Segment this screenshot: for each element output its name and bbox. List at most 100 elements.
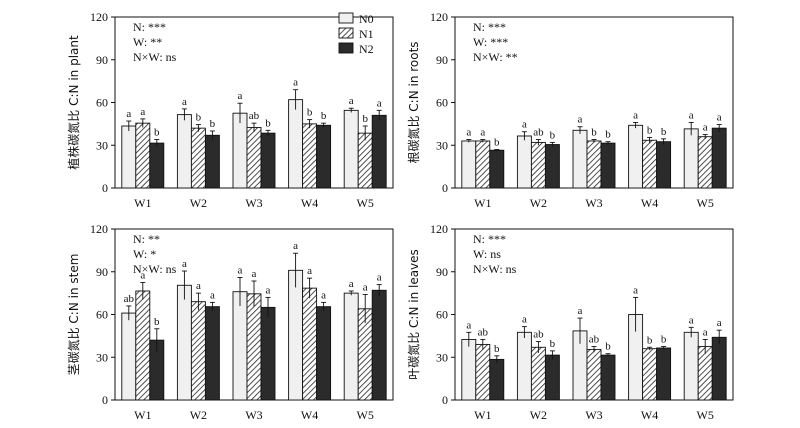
bar-n1-w1 [475, 343, 491, 401]
significance-letter: a [182, 96, 187, 108]
bar-n1-w5 [697, 136, 713, 189]
bar-n0-w1 [121, 312, 137, 401]
significance-letter: a [377, 272, 382, 284]
significance-letter: a [238, 90, 243, 102]
bar-n2-w4 [316, 124, 332, 189]
y-tick-label: 120 [430, 222, 448, 236]
significance-letter: b [661, 126, 667, 138]
y-tick-label: 30 [436, 138, 448, 152]
bar-n1-w2 [190, 301, 206, 401]
x-tick-label: W1 [474, 196, 491, 210]
x-tick-label: W2 [190, 408, 207, 422]
bar-n2-w2 [544, 144, 560, 189]
anova-stat: W: ns [473, 247, 501, 261]
significance-letter: a [363, 282, 368, 294]
bar-n0-w4 [288, 99, 304, 189]
bar-n0-w1 [121, 125, 137, 189]
bar-n1-w2 [190, 127, 206, 189]
bar-n1-w3 [586, 348, 602, 401]
y-tick-label: 60 [436, 96, 448, 110]
bar-n1-w3 [586, 140, 602, 189]
significance-letter: ab [533, 329, 544, 341]
significance-letter: a [522, 314, 527, 326]
bar-n0-w3 [232, 291, 248, 401]
bar-n0-w5 [343, 109, 359, 189]
significance-letter: b [307, 107, 313, 119]
legend-swatch-n2 [338, 42, 354, 54]
y-tick-label: 60 [96, 96, 108, 110]
significance-letter: b [362, 113, 368, 125]
anova-stat: W: * [133, 247, 156, 261]
significance-letter: b [154, 127, 160, 139]
significance-letter: b [591, 127, 597, 139]
y-tick-label: 0 [102, 393, 108, 407]
bar-n1-w5 [357, 132, 373, 189]
significance-letter: b [647, 334, 653, 346]
x-tick-label: W5 [357, 196, 374, 210]
y-tick-label: 120 [90, 10, 108, 24]
x-tick-label: W4 [301, 408, 318, 422]
significance-letter: a [717, 317, 722, 329]
bar-n2-w5 [371, 114, 387, 189]
x-tick-label: W4 [641, 408, 658, 422]
bar-n2-w2 [204, 306, 220, 401]
x-tick-label: W3 [245, 408, 262, 422]
bar-n1-w4 [642, 348, 658, 401]
y-tick-label: 90 [436, 53, 448, 67]
significance-letter: a [238, 264, 243, 276]
x-tick-label: W3 [585, 408, 602, 422]
significance-letter: b [265, 117, 271, 129]
bar-n2-w2 [204, 134, 220, 189]
y-axis-label: 植株碳氮比 C:N in plant [66, 35, 81, 170]
bar-n2-w4 [656, 347, 672, 401]
bar-n2-w1 [489, 358, 505, 401]
y-tick-label: 0 [442, 181, 448, 195]
significance-letter: a [480, 127, 485, 139]
bar-n0-w2 [176, 284, 192, 401]
bar-n2-w1 [149, 142, 165, 189]
bar-n0-w4 [288, 269, 304, 401]
bar-n2-w2 [544, 354, 560, 401]
significance-letter: b [605, 341, 611, 353]
y-tick-label: 120 [90, 222, 108, 236]
significance-letter: a [266, 284, 271, 296]
x-tick-label: W2 [530, 196, 547, 210]
significance-letter: a [689, 109, 694, 121]
x-tick-label: W4 [641, 196, 658, 210]
significance-letter: a [466, 319, 471, 331]
y-tick-label: 90 [96, 53, 108, 67]
bar-n0-w1 [461, 338, 477, 401]
bar-n2-w5 [711, 127, 727, 189]
x-tick-label: W3 [585, 196, 602, 210]
significance-letter: a [578, 305, 583, 317]
significance-letter: b [661, 334, 667, 346]
y-tick-label: 60 [436, 308, 448, 322]
significance-letter: b [605, 129, 611, 141]
significance-letter: a [126, 108, 131, 120]
bar-n1-w2 [530, 141, 546, 189]
x-tick-label: W1 [134, 196, 151, 210]
bar-n0-w2 [516, 135, 532, 189]
significance-letter: a [578, 114, 583, 126]
anova-stat: W: ** [133, 35, 162, 49]
legend-swatch-n1 [338, 27, 354, 39]
x-tick-label: W5 [357, 408, 374, 422]
bar-n0-w5 [683, 128, 699, 189]
significance-letter: b [494, 343, 500, 355]
significance-letter: a [140, 269, 145, 281]
bar-n2-w5 [371, 289, 387, 401]
bar-n1-w1 [135, 122, 151, 189]
significance-letter: a [307, 265, 312, 277]
significance-letter: a [321, 289, 326, 301]
bar-n2-w3 [600, 354, 616, 401]
x-tick-label: W5 [697, 196, 714, 210]
y-tick-label: 0 [442, 393, 448, 407]
significance-letter: a [689, 314, 694, 326]
significance-letter: ab [124, 293, 135, 305]
significance-letter: a [210, 289, 215, 301]
bar-n2-w4 [316, 306, 332, 401]
bar-n1-w4 [642, 139, 658, 189]
